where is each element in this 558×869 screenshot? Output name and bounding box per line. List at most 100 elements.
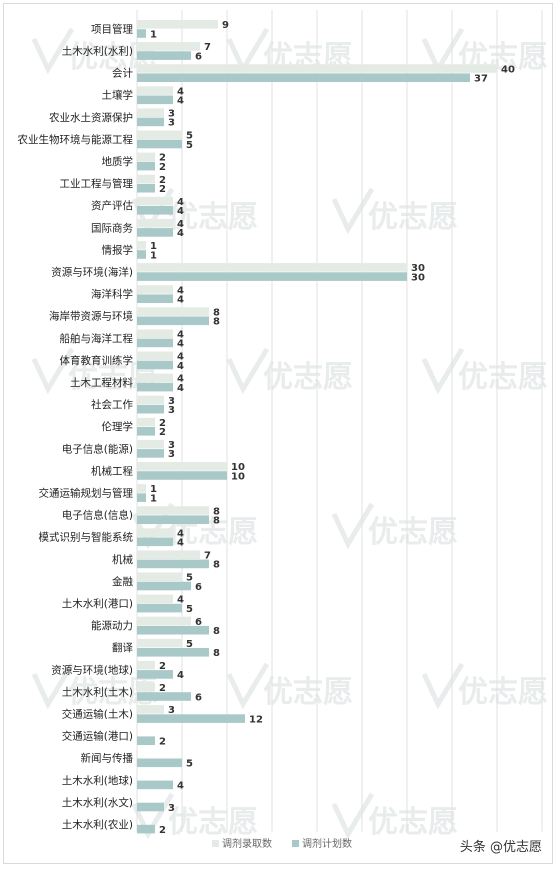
data-label: 2	[159, 825, 166, 836]
data-label: 4	[177, 197, 184, 208]
data-label: 4	[177, 96, 184, 107]
data-label: 4	[177, 295, 184, 306]
bar	[137, 29, 146, 38]
category-label: 土壤学	[102, 89, 134, 102]
category-label: 翻译	[112, 641, 133, 654]
bar	[137, 471, 227, 480]
data-label: 8	[213, 648, 220, 659]
category-label: 社会工作	[91, 398, 133, 411]
data-label: 6	[195, 692, 202, 703]
data-label: 3	[168, 405, 175, 416]
data-label: 6	[195, 51, 202, 62]
category-label: 土木水利(水文)	[62, 796, 133, 809]
data-label: 30	[411, 263, 425, 274]
bar	[137, 559, 209, 569]
category-label: 农业生物环境与能源工程	[18, 133, 134, 146]
data-label: 4	[177, 595, 184, 606]
data-label: 4	[177, 781, 184, 792]
data-label: 1	[150, 29, 157, 40]
bar	[137, 417, 155, 427]
data-label: 4	[177, 219, 184, 230]
bar	[137, 736, 155, 745]
category-label: 地质学	[102, 155, 134, 168]
watermark-text: 优志愿	[168, 805, 258, 840]
bar	[137, 329, 173, 338]
bar	[137, 648, 209, 657]
data-label: 3	[168, 118, 175, 129]
category-label: 土木水利(水利)	[62, 45, 133, 58]
credit-text: 头条 @优志愿	[459, 840, 542, 855]
bar	[137, 594, 173, 604]
check-icon	[421, 662, 465, 710]
bar	[137, 285, 173, 294]
category-label: 交通运输(港口)	[62, 730, 133, 743]
category-label: 土木工程材料	[70, 376, 133, 389]
bar	[137, 161, 155, 171]
category-label: 电子信息(信息)	[62, 509, 133, 522]
data-label: 8	[213, 626, 220, 637]
bar	[137, 360, 173, 370]
data-label: 1	[150, 484, 157, 495]
data-label: 4	[177, 670, 184, 681]
chart-frame: 优志愿 优志愿 优志愿 优志愿 优志愿 优志愿 优志愿 优志愿 优志愿 优志愿 优志愿 优志愿 优志愿优…	[3, 3, 553, 864]
bar	[137, 183, 155, 193]
bar	[137, 427, 155, 436]
data-label: 3	[168, 803, 175, 814]
bar	[137, 64, 497, 73]
check-icon	[226, 662, 270, 710]
category-label: 资产评估	[91, 199, 133, 212]
check-icon	[31, 347, 75, 395]
data-label: 6	[195, 617, 202, 628]
watermark-text: 优志愿	[458, 360, 548, 395]
bar	[137, 174, 155, 184]
bar	[137, 625, 209, 635]
bar	[137, 108, 164, 117]
data-label: 4	[177, 374, 184, 385]
watermark-mark: 优志愿	[226, 662, 353, 710]
watermark-mark: 优志愿	[331, 792, 458, 840]
data-label: 2	[159, 683, 166, 694]
bar	[137, 714, 245, 723]
data-label: 4	[177, 528, 184, 539]
data-label: 7	[204, 551, 211, 562]
category-label: 能源动力	[91, 619, 133, 632]
data-label: 4	[177, 538, 184, 549]
bar	[137, 117, 164, 127]
bar	[137, 404, 164, 414]
data-label: 4	[177, 86, 184, 97]
data-label: 5	[186, 639, 193, 650]
legend-swatch	[212, 840, 219, 847]
category-label: 情报学	[102, 243, 134, 256]
bar	[137, 241, 146, 250]
bar	[137, 493, 146, 502]
bar	[137, 692, 191, 701]
check-icon	[421, 347, 465, 395]
bar	[137, 20, 218, 29]
data-label: 5	[186, 604, 193, 615]
bar	[137, 382, 173, 392]
category-label: 会计	[112, 67, 133, 80]
legend-entry: 调剂录取数	[222, 837, 272, 850]
bar	[137, 316, 209, 326]
category-label: 土木水利(港口)	[62, 597, 133, 610]
legend-entry: 调剂计划数	[302, 837, 352, 850]
bar	[137, 550, 200, 559]
data-label: 12	[249, 714, 263, 725]
bar	[137, 449, 164, 458]
bars-layer	[137, 20, 497, 834]
category-label: 船舶与海洋工程	[60, 332, 134, 345]
watermark-text: 优志愿	[168, 200, 258, 235]
bar	[137, 196, 173, 206]
data-label: 1	[150, 250, 157, 261]
bar	[137, 263, 407, 272]
bar	[137, 86, 173, 95]
bar	[137, 705, 164, 714]
category-label: 新闻与传播	[81, 752, 134, 765]
category-label: 资源与环境(海洋)	[51, 266, 133, 279]
data-label: 5	[186, 759, 193, 770]
bar	[137, 250, 146, 259]
data-label: 6	[195, 582, 202, 593]
data-label: 4	[177, 352, 184, 363]
bar	[137, 338, 173, 348]
